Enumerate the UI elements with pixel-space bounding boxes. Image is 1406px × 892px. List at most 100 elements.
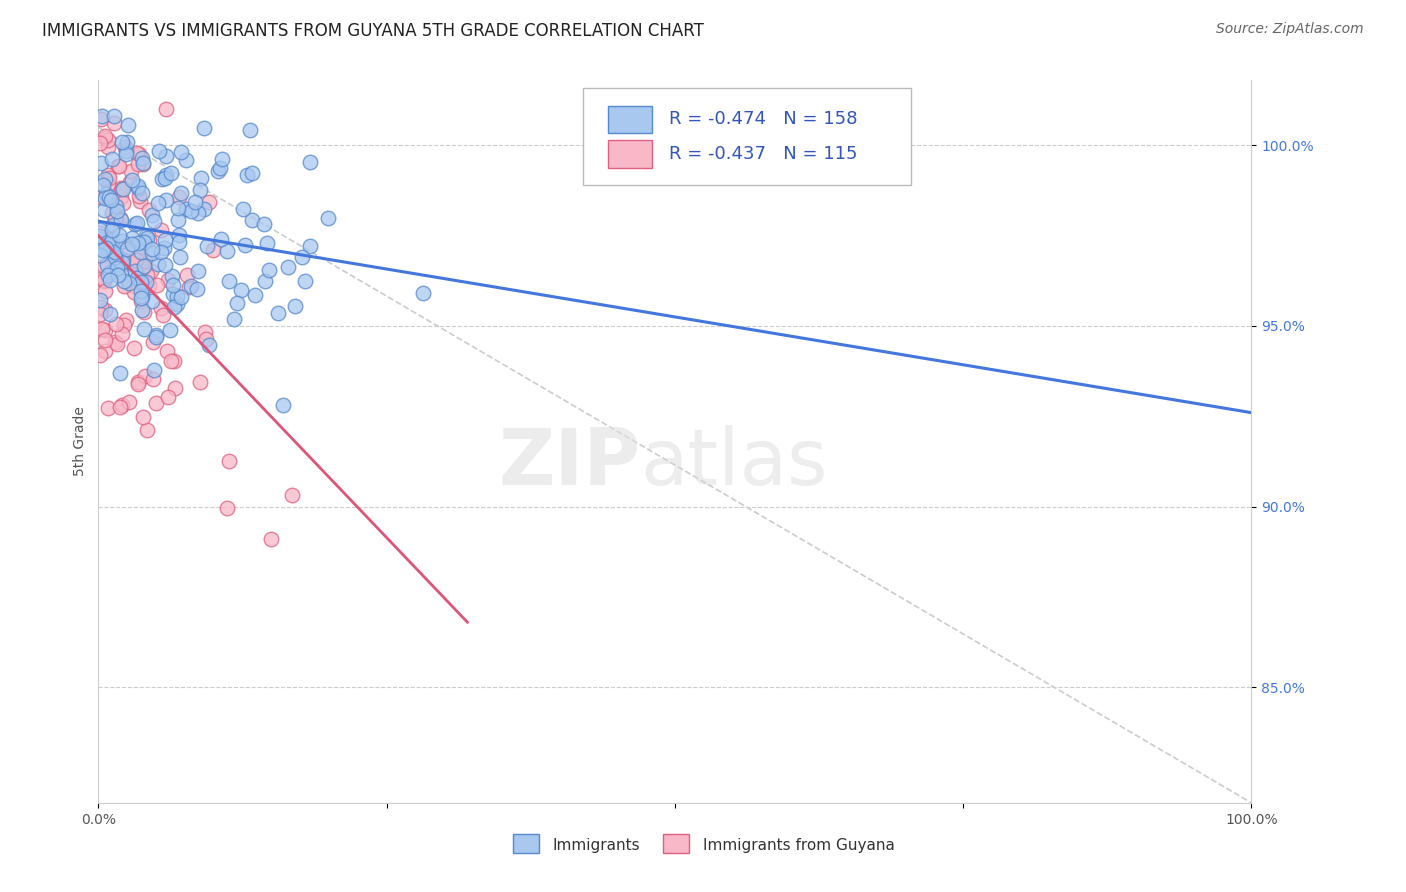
- Point: [174, 153, 197, 168]
- Point: [110, 400, 132, 414]
- Point: [134, 235, 156, 250]
- Point: [110, 190, 132, 204]
- Point: [131, 289, 153, 303]
- Point: [125, 280, 148, 294]
- Point: [127, 156, 149, 170]
- Point: [100, 233, 122, 247]
- Point: [112, 318, 135, 333]
- Point: [128, 239, 150, 253]
- Point: [253, 217, 276, 231]
- Point: [190, 170, 212, 185]
- Point: [170, 290, 193, 304]
- Point: [215, 244, 238, 259]
- Point: [134, 304, 156, 318]
- Point: [110, 181, 132, 195]
- Point: [101, 205, 124, 219]
- Point: [299, 154, 322, 169]
- Point: [111, 253, 134, 268]
- Point: [125, 216, 148, 230]
- Point: [121, 236, 143, 251]
- Point: [97, 191, 120, 205]
- Point: [108, 211, 131, 225]
- Point: [112, 279, 135, 293]
- Point: [132, 259, 155, 273]
- Point: [194, 325, 217, 339]
- Point: [90, 190, 112, 204]
- Point: [145, 327, 167, 342]
- Point: [155, 193, 177, 207]
- Point: [110, 266, 132, 280]
- Point: [93, 284, 115, 298]
- Point: [112, 181, 135, 195]
- Point: [104, 334, 127, 349]
- Point: [117, 118, 139, 132]
- Point: [94, 241, 117, 255]
- Point: [107, 257, 129, 271]
- Point: [107, 160, 129, 174]
- Point: [127, 377, 149, 392]
- Point: [155, 149, 177, 163]
- Point: [208, 161, 231, 176]
- Point: [240, 166, 263, 180]
- Point: [271, 398, 294, 412]
- Point: [135, 231, 157, 245]
- Point: [160, 166, 183, 180]
- Point: [145, 330, 167, 344]
- Point: [163, 354, 186, 368]
- Point: [134, 369, 156, 384]
- Point: [105, 199, 128, 213]
- Point: [101, 218, 124, 232]
- Text: R = -0.437   N = 115: R = -0.437 N = 115: [669, 145, 858, 163]
- Point: [121, 173, 143, 187]
- Point: [108, 228, 131, 243]
- Point: [93, 274, 115, 288]
- Point: [169, 251, 191, 265]
- Point: [224, 311, 246, 326]
- Point: [131, 303, 153, 318]
- Point: [284, 299, 307, 313]
- Point: [226, 296, 249, 310]
- Point: [120, 164, 142, 178]
- Point: [129, 284, 152, 298]
- Point: [150, 223, 173, 237]
- Point: [120, 255, 142, 269]
- Point: [94, 172, 117, 186]
- Point: [236, 169, 259, 183]
- Text: Source: ZipAtlas.com: Source: ZipAtlas.com: [1216, 22, 1364, 37]
- Point: [134, 253, 156, 268]
- Point: [91, 178, 114, 192]
- Point: [93, 273, 115, 287]
- Point: [131, 256, 153, 270]
- Point: [93, 229, 115, 244]
- Point: [127, 181, 149, 195]
- Point: [142, 363, 165, 377]
- Point: [162, 287, 184, 301]
- Point: [155, 102, 177, 116]
- Point: [89, 239, 111, 253]
- Point: [149, 244, 172, 259]
- Point: [155, 168, 177, 182]
- Point: [135, 268, 157, 282]
- Point: [111, 234, 134, 248]
- Point: [97, 133, 120, 147]
- FancyBboxPatch shape: [607, 140, 652, 168]
- Point: [91, 322, 114, 336]
- Point: [166, 288, 188, 302]
- Point: [115, 147, 138, 161]
- Point: [162, 300, 184, 314]
- Point: [105, 260, 128, 275]
- FancyBboxPatch shape: [513, 834, 538, 854]
- Point: [156, 343, 179, 358]
- Point: [129, 275, 152, 289]
- Point: [110, 212, 132, 227]
- Point: [155, 170, 177, 185]
- Point: [170, 145, 193, 159]
- Point: [107, 159, 129, 173]
- Point: [141, 293, 163, 308]
- Point: [89, 248, 111, 262]
- Y-axis label: 5th Grade: 5th Grade: [73, 407, 87, 476]
- Point: [193, 202, 215, 217]
- Point: [166, 212, 188, 227]
- Point: [186, 282, 208, 296]
- Point: [159, 323, 181, 337]
